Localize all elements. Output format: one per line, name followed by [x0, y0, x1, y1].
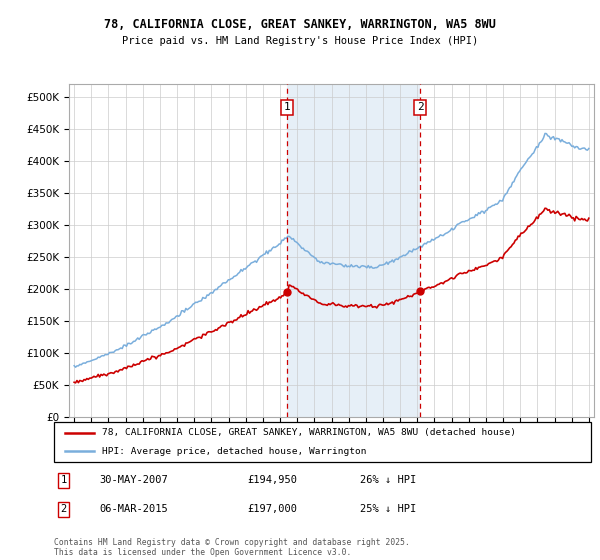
Text: Price paid vs. HM Land Registry's House Price Index (HPI): Price paid vs. HM Land Registry's House …: [122, 36, 478, 46]
Bar: [287, 84, 420, 417]
Text: 1: 1: [61, 475, 67, 486]
Text: 06-MAR-2015: 06-MAR-2015: [100, 505, 169, 515]
Text: HPI: Average price, detached house, Warrington: HPI: Average price, detached house, Warr…: [103, 447, 367, 456]
Text: 30-MAY-2007: 30-MAY-2007: [100, 475, 169, 486]
FancyBboxPatch shape: [54, 422, 591, 462]
Text: Contains HM Land Registry data © Crown copyright and database right 2025.
This d: Contains HM Land Registry data © Crown c…: [54, 538, 410, 557]
Text: 1: 1: [284, 102, 290, 113]
Text: £197,000: £197,000: [247, 505, 298, 515]
Text: 78, CALIFORNIA CLOSE, GREAT SANKEY, WARRINGTON, WA5 8WU (detached house): 78, CALIFORNIA CLOSE, GREAT SANKEY, WARR…: [103, 428, 517, 437]
Text: £194,950: £194,950: [247, 475, 298, 486]
Text: 25% ↓ HPI: 25% ↓ HPI: [360, 505, 416, 515]
Text: 2: 2: [61, 505, 67, 515]
Text: 2: 2: [417, 102, 424, 113]
Text: 26% ↓ HPI: 26% ↓ HPI: [360, 475, 416, 486]
Text: 78, CALIFORNIA CLOSE, GREAT SANKEY, WARRINGTON, WA5 8WU: 78, CALIFORNIA CLOSE, GREAT SANKEY, WARR…: [104, 18, 496, 31]
